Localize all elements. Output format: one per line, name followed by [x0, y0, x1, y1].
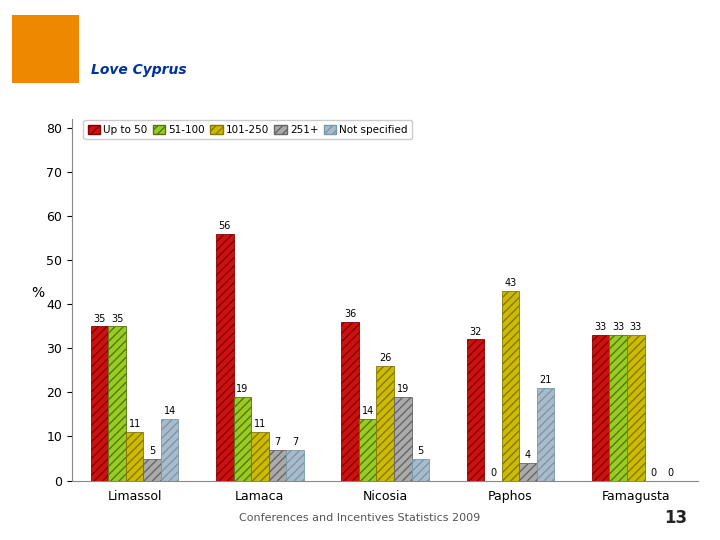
Bar — [627, 335, 644, 481]
Bar — [126, 432, 143, 481]
Text: 33: 33 — [612, 322, 624, 332]
Text: 7: 7 — [292, 437, 298, 447]
Text: 7: 7 — [274, 437, 281, 447]
Bar — [537, 388, 554, 481]
Text: 33: 33 — [595, 322, 607, 332]
Text: 32: 32 — [469, 327, 482, 337]
Text: 14: 14 — [361, 406, 374, 416]
Bar — [394, 397, 412, 481]
Text: 33: 33 — [629, 322, 642, 332]
Bar — [233, 397, 251, 481]
Text: 14: 14 — [163, 406, 176, 416]
Legend: Up to 50, 51-100, 101-250, 251+, Not specified: Up to 50, 51-100, 101-250, 251+, Not spe… — [84, 120, 412, 139]
Text: 0: 0 — [667, 468, 674, 478]
Y-axis label: %: % — [31, 286, 44, 300]
Bar — [519, 463, 537, 481]
Bar — [12, 15, 78, 83]
Bar — [269, 450, 287, 481]
Bar — [359, 419, 377, 481]
Text: 26: 26 — [379, 353, 392, 363]
Text: 11: 11 — [128, 420, 141, 429]
Bar — [341, 322, 359, 481]
Text: By city: By city — [633, 66, 708, 85]
Bar — [592, 335, 609, 481]
Bar — [609, 335, 627, 481]
Text: Number of participants –: Number of participants – — [436, 19, 708, 39]
Text: 19: 19 — [397, 384, 409, 394]
Text: 11: 11 — [253, 420, 266, 429]
Text: 36: 36 — [344, 309, 356, 319]
Bar — [161, 419, 179, 481]
Bar — [287, 450, 304, 481]
Text: Love Cyprus: Love Cyprus — [91, 63, 186, 77]
Text: 56: 56 — [219, 221, 231, 231]
Text: 35: 35 — [94, 314, 106, 323]
Text: 43: 43 — [504, 278, 517, 288]
Bar — [216, 233, 233, 481]
Text: 19: 19 — [236, 384, 248, 394]
Bar — [251, 432, 269, 481]
Text: 5: 5 — [149, 446, 156, 456]
Bar — [143, 458, 161, 481]
Text: 0: 0 — [490, 468, 496, 478]
Text: 35: 35 — [111, 314, 123, 323]
Text: 5: 5 — [417, 446, 423, 456]
Bar — [377, 366, 394, 481]
Text: 13: 13 — [665, 509, 688, 528]
Text: 0: 0 — [650, 468, 657, 478]
Bar — [467, 340, 484, 481]
Bar — [502, 291, 519, 481]
Bar — [91, 326, 108, 481]
Text: 4: 4 — [525, 450, 531, 460]
Text: Conferences and Incentives Statistics 2009: Conferences and Incentives Statistics 20… — [239, 514, 481, 523]
Text: 21: 21 — [539, 375, 552, 386]
Bar — [412, 458, 429, 481]
Bar — [108, 326, 126, 481]
